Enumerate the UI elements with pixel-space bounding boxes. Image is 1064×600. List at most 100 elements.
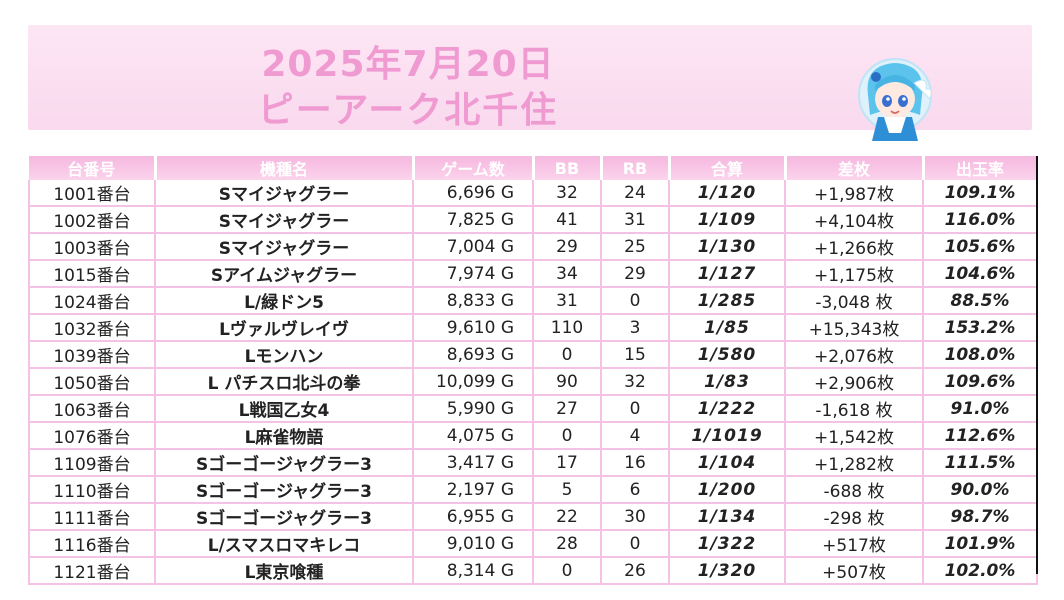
combined-cell: 1/109 (669, 206, 786, 234)
table-header-row: 台番号 機種名 ゲーム数 BB RB 合算 差枚 出玉率 (29, 156, 1039, 180)
machine-no-cell: 1121番台 (28, 557, 156, 585)
col-header-rb: RB (601, 156, 671, 180)
games-cell: 6,955 G (413, 503, 534, 531)
table-row: 1032番台 Lヴァルヴレイヴ 9,610 G 110 3 1/85 +15,343枚 153… (28, 314, 1038, 342)
payout-rate-cell: 116.0% (923, 206, 1038, 234)
games-cell: 9,610 G (413, 314, 534, 342)
bb-cell: 0 (533, 341, 602, 369)
payout-rate-cell: 109.1% (923, 180, 1038, 207)
diff-cell: +15,343枚 (785, 314, 924, 342)
combined-cell: 1/134 (669, 503, 786, 531)
payout-rate-cell: 153.2% (923, 314, 1038, 342)
payout-rate-cell: 88.5% (923, 287, 1038, 315)
model-cell: Sゴーゴージャグラー3 (155, 503, 414, 531)
machine-no-cell: 1003番台 (28, 233, 156, 261)
table-row: 1024番台 L/緑ドン5 8,833 G 31 0 1/285 -3,048 枚 88.5% (28, 287, 1038, 315)
combined-cell: 1/85 (669, 314, 786, 342)
combined-cell: 1/200 (669, 476, 786, 504)
machine-no-cell: 1039番台 (28, 341, 156, 369)
machine-no-cell: 1032番台 (28, 314, 156, 342)
col-header-games: ゲーム数 (413, 156, 535, 180)
model-cell: L麻雀物語 (155, 422, 414, 450)
payout-rate-cell: 98.7% (923, 503, 1038, 531)
rb-cell: 24 (601, 180, 670, 207)
bb-cell: 41 (533, 206, 602, 234)
payout-rate-cell: 105.6% (923, 233, 1038, 261)
combined-cell: 1/285 (669, 287, 786, 315)
games-cell: 5,990 G (413, 395, 534, 423)
machine-no-cell: 1110番台 (28, 476, 156, 504)
rb-cell: 0 (601, 530, 670, 558)
games-cell: 6,696 G (413, 180, 534, 207)
bb-cell: 28 (533, 530, 602, 558)
bb-cell: 5 (533, 476, 602, 504)
col-header-machine-no: 台番号 (29, 156, 157, 180)
games-cell: 7,974 G (413, 260, 534, 288)
payout-rate-cell: 102.0% (923, 557, 1038, 585)
payout-rate-cell: 109.6% (923, 368, 1038, 396)
model-cell: L/緑ドン5 (155, 287, 414, 315)
rb-cell: 6 (601, 476, 670, 504)
bb-cell: 27 (533, 395, 602, 423)
table-row: 1121番台 L東京喰種 8,314 G 0 26 1/320 +507枚 102.0% (28, 557, 1038, 585)
machine-no-cell: 1050番台 (28, 368, 156, 396)
model-cell: Lヴァルヴレイヴ (155, 314, 414, 342)
combined-cell: 1/130 (669, 233, 786, 261)
table-row: 1076番台 L麻雀物語 4,075 G 0 4 1/1019 +1,542枚 112.6% (28, 422, 1038, 450)
games-cell: 7,004 G (413, 233, 534, 261)
machine-no-cell: 1111番台 (28, 503, 156, 531)
table-row: 1050番台 L パチスロ北斗の拳 10,099 G 90 32 1/83 +2,906枚 1… (28, 368, 1038, 396)
bb-cell: 17 (533, 449, 602, 477)
machine-no-cell: 1116番台 (28, 530, 156, 558)
table-row: 1015番台 Sアイムジャグラー 7,974 G 34 29 1/127 +1,175枚 10… (28, 260, 1038, 288)
diff-cell: -298 枚 (785, 503, 924, 531)
payout-rate-cell: 91.0% (923, 395, 1038, 423)
bb-cell: 22 (533, 503, 602, 531)
payout-rate-cell: 90.0% (923, 476, 1038, 504)
results-table: 台番号 機種名 ゲーム数 BB RB 合算 差枚 出玉率 1001番台 Sマイジャ… (28, 156, 1039, 585)
model-cell: Sマイジャグラー (155, 233, 414, 261)
machine-no-cell: 1076番台 (28, 422, 156, 450)
rb-cell: 16 (601, 449, 670, 477)
machine-no-cell: 1015番台 (28, 260, 156, 288)
payout-rate-cell: 112.6% (923, 422, 1038, 450)
machine-no-cell: 1063番台 (28, 395, 156, 423)
rb-cell: 29 (601, 260, 670, 288)
bb-cell: 110 (533, 314, 602, 342)
model-cell: Lモンハン (155, 341, 414, 369)
rb-cell: 31 (601, 206, 670, 234)
games-cell: 7,825 G (413, 206, 534, 234)
model-cell: L/スマスロマキレコ (155, 530, 414, 558)
col-header-combined: 合算 (669, 156, 787, 180)
bb-cell: 29 (533, 233, 602, 261)
combined-cell: 1/104 (669, 449, 786, 477)
rb-cell: 0 (601, 287, 670, 315)
machine-no-cell: 1109番台 (28, 449, 156, 477)
diff-cell: -688 枚 (785, 476, 924, 504)
table-row: 1001番台 Sマイジャグラー 6,696 G 32 24 1/120 +1,987枚 109… (28, 180, 1038, 207)
model-cell: Sマイジャグラー (155, 180, 414, 207)
right-edge-divider (1036, 156, 1038, 574)
rb-cell: 25 (601, 233, 670, 261)
games-cell: 8,833 G (413, 287, 534, 315)
bb-cell: 90 (533, 368, 602, 396)
diff-cell: -1,618 枚 (785, 395, 924, 423)
payout-rate-cell: 104.6% (923, 260, 1038, 288)
model-cell: L東京喰種 (155, 557, 414, 585)
rb-cell: 4 (601, 422, 670, 450)
bb-cell: 34 (533, 260, 602, 288)
rb-cell: 30 (601, 503, 670, 531)
mascot-image (858, 58, 932, 141)
store-name: ピーアーク北千住 (257, 90, 559, 131)
combined-cell: 1/320 (669, 557, 786, 585)
rb-cell: 0 (601, 395, 670, 423)
combined-cell: 1/222 (669, 395, 786, 423)
col-header-diff: 差枚 (785, 156, 925, 180)
model-cell: L戦国乙女4 (155, 395, 414, 423)
diff-cell: +4,104枚 (785, 206, 924, 234)
games-cell: 9,010 G (413, 530, 534, 558)
combined-cell: 1/83 (669, 368, 786, 396)
diff-cell: +507枚 (785, 557, 924, 585)
machine-no-cell: 1001番台 (28, 180, 156, 207)
